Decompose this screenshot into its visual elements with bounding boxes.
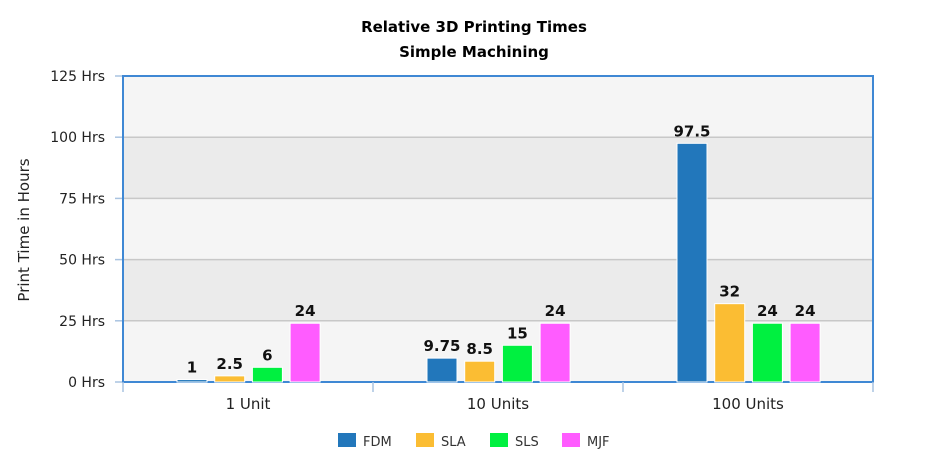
grid-band	[123, 137, 873, 199]
grid-band	[123, 320, 873, 382]
bar-mjf	[289, 322, 321, 383]
legend-label: SLS	[515, 435, 539, 450]
bar-sla	[464, 360, 496, 383]
legend-label: FDM	[363, 435, 392, 450]
bar-sls	[501, 344, 533, 383]
bar-sla	[214, 375, 246, 383]
bar-mjf	[539, 322, 571, 383]
data-label: 24	[545, 302, 566, 320]
data-label: 32	[719, 283, 740, 301]
legend-swatch-mjf	[562, 433, 580, 447]
legend-swatch-sls	[490, 433, 508, 447]
data-label: 8.5	[466, 340, 493, 358]
bar-mjf	[789, 322, 821, 383]
data-label: 1	[187, 359, 197, 377]
bar-fdm	[176, 379, 208, 383]
data-label: 24	[795, 302, 816, 320]
x-tick-label: 1 Unit	[226, 395, 271, 413]
chart-subtitle: Simple Machining	[399, 43, 549, 61]
data-label: 6	[262, 346, 272, 364]
grid-band	[123, 76, 873, 138]
y-tick-label: 50 Hrs	[59, 253, 105, 269]
y-tick-label: 100 Hrs	[50, 130, 105, 146]
legend-swatch-sla	[416, 433, 434, 447]
data-label: 24	[757, 302, 778, 320]
y-tick-label: 125 Hrs	[50, 69, 105, 85]
data-label: 15	[507, 324, 528, 342]
bar-sls	[251, 366, 283, 383]
legend-label: MJF	[587, 435, 610, 450]
y-tick-label: 75 Hrs	[59, 191, 105, 207]
bar-fdm	[676, 142, 708, 383]
x-tick-label: 10 Units	[467, 395, 529, 413]
data-label: 24	[295, 302, 316, 320]
x-tick-label: 100 Units	[712, 395, 784, 413]
y-tick-label: 0 Hrs	[68, 375, 105, 391]
bar-sla	[714, 303, 746, 383]
grid-band	[123, 259, 873, 321]
y-tick-label: 25 Hrs	[59, 314, 105, 330]
legend-label: SLA	[441, 435, 466, 450]
bar-sls	[751, 322, 783, 383]
grid-band	[123, 198, 873, 260]
plot-border	[122, 75, 874, 383]
chart-title: Relative 3D Printing Times	[361, 18, 587, 36]
legend-swatch-fdm	[338, 433, 356, 447]
data-label: 9.75	[423, 337, 460, 355]
y-axis-label: Print Time in Hours	[15, 158, 33, 301]
bar-fdm	[426, 357, 458, 383]
data-label: 97.5	[673, 122, 710, 140]
data-label: 2.5	[216, 355, 243, 373]
